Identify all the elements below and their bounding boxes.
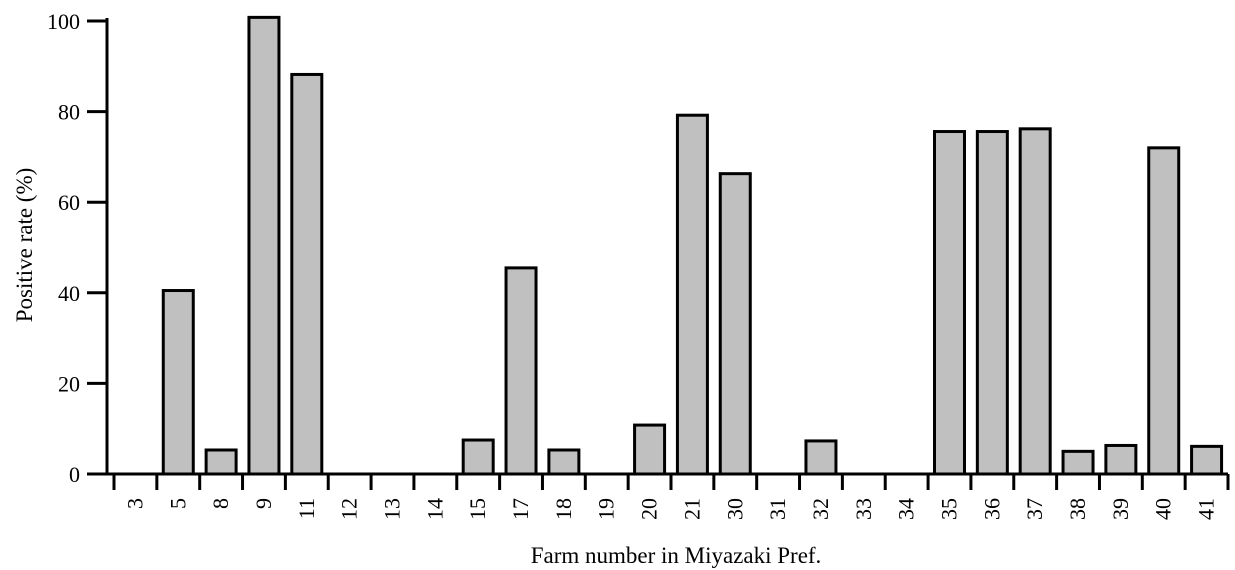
bar-farm-36: [975, 130, 1009, 476]
x-tick-label: 38: [1065, 498, 1090, 520]
bar-farm-41: [1190, 444, 1224, 476]
bar-farm-17: [504, 266, 538, 476]
bar-farm-5: [161, 289, 195, 476]
bar-farm-21: [675, 113, 709, 476]
bar-farm-40: [1147, 146, 1181, 476]
x-tick-label: 17: [508, 498, 533, 520]
x-tick-label: 5: [165, 498, 190, 509]
x-tick-label: 30: [722, 498, 747, 520]
bar-farm-39: [1104, 443, 1138, 476]
x-tick-label: 33: [851, 498, 876, 520]
bar-farm-9: [247, 15, 281, 476]
bar-farm-11: [290, 72, 324, 476]
x-tick-label: 12: [337, 498, 362, 520]
x-tick-label: 19: [594, 498, 619, 520]
x-axis: 3 5 8 9 11 12 13 14 15 17 18 19 20 21 30 31 32 33 34 35 36 37…: [107, 472, 1230, 520]
bar-farm-37: [1018, 127, 1052, 476]
x-tick-label: 34: [894, 498, 919, 520]
y-tick-label: 0: [69, 462, 80, 487]
x-tick-label: 9: [251, 498, 276, 509]
x-tick-label: 37: [1022, 498, 1047, 520]
x-tick-label: 21: [679, 498, 704, 520]
bars: [161, 15, 1224, 476]
bar-farm-38: [1061, 449, 1095, 476]
x-tick-label: 32: [808, 498, 833, 520]
bar-farm-8: [204, 448, 238, 476]
x-axis-title: Farm number in Miyazaki Pref.: [531, 543, 822, 568]
y-tick-label: 60: [58, 190, 80, 215]
bar-farm-30: [718, 172, 752, 476]
y-tick-label: 100: [47, 9, 80, 34]
x-tick-label: 14: [422, 498, 447, 520]
x-tick-label: 3: [122, 498, 147, 509]
x-tick-label: 31: [765, 498, 790, 520]
x-tick-label: 41: [1194, 498, 1219, 520]
bar-farm-20: [633, 423, 667, 476]
y-axis: 0 20 40 60 80 100: [47, 9, 109, 487]
bar-farm-18: [547, 448, 581, 476]
x-tick-label: 35: [937, 498, 962, 520]
y-axis-title: Positive rate (%): [12, 168, 37, 323]
x-tick-label: 20: [637, 498, 662, 520]
x-tick-label: 8: [208, 498, 233, 509]
x-tick-label: 15: [465, 498, 490, 520]
x-tick-label: 36: [979, 498, 1004, 520]
x-tick-label: 18: [551, 498, 576, 520]
x-tick-label: 40: [1151, 498, 1176, 520]
y-tick-label: 40: [58, 281, 80, 306]
bar-farm-32: [804, 439, 838, 476]
bar-farm-35: [933, 130, 966, 476]
y-tick-label: 20: [58, 371, 80, 396]
x-tick-label: 11: [294, 498, 319, 519]
y-tick-label: 80: [58, 100, 80, 125]
bar-farm-15: [461, 438, 495, 476]
x-tick-label: 39: [1108, 498, 1133, 520]
x-tick-label: 13: [380, 498, 405, 520]
